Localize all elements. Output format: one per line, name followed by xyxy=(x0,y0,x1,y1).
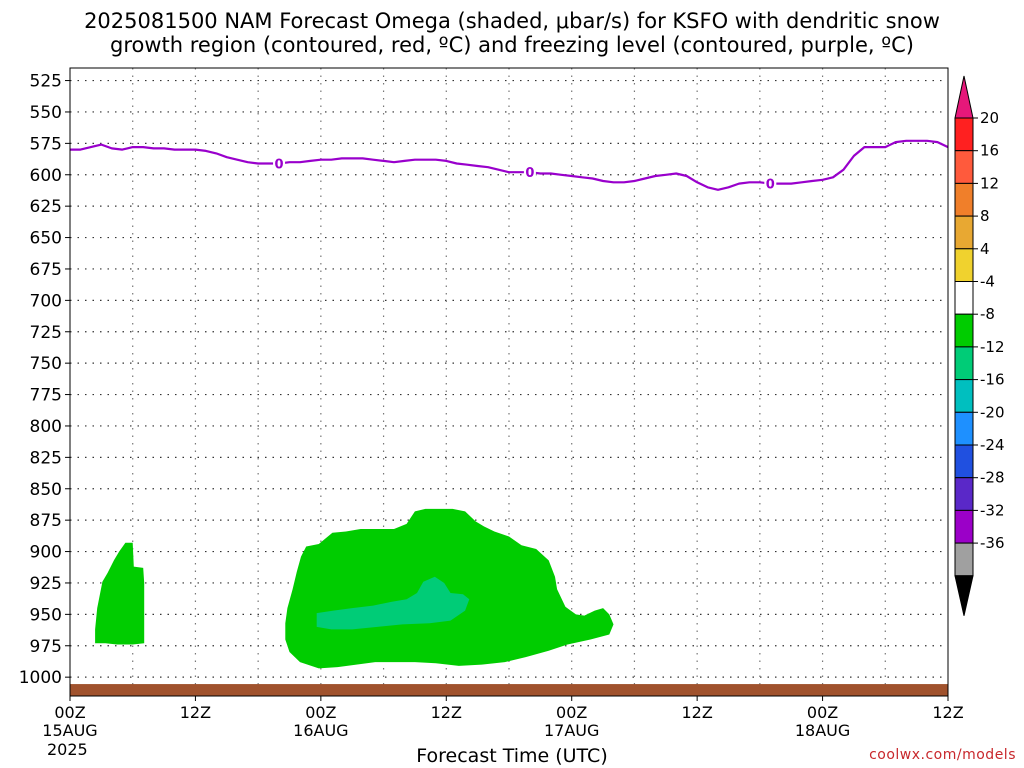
x-tick-label: 12Z xyxy=(681,703,712,722)
colorbar-segment xyxy=(954,215,974,250)
colorbar-segment xyxy=(954,117,974,152)
freezing-level-contour: 0 0 0 xyxy=(70,139,949,193)
contour-label-bg xyxy=(764,175,777,192)
chart-title-line-1: 2025081500 NAM Forecast Omega (shaded, μ… xyxy=(84,9,940,33)
y-axis: 525 550 575 600 625 650 675 700 725 750 775 800 825 8… xyxy=(19,72,70,688)
colorbar-segment xyxy=(954,411,974,446)
x-tick-label: 00Z xyxy=(54,703,85,722)
x-tick-label: 12Z xyxy=(180,703,211,722)
ground-fill xyxy=(70,684,948,696)
credit-text: coolwx.com/models xyxy=(869,747,1016,763)
omega-shading xyxy=(95,508,614,669)
colorbar-label: 20 xyxy=(980,109,999,127)
omega-region xyxy=(316,576,470,630)
colorbar-segment xyxy=(954,281,974,315)
colorbar-segment xyxy=(954,379,974,413)
y-tick-label: 825 xyxy=(30,448,62,468)
x-tick-year: 2025 xyxy=(47,740,88,759)
colorbar-segment xyxy=(954,477,974,511)
colorbar-segment xyxy=(954,248,974,283)
colorbar-segment xyxy=(954,182,974,217)
omega-region xyxy=(285,508,614,669)
contour-label: 0 xyxy=(525,166,534,181)
y-tick-label: 725 xyxy=(30,323,62,343)
y-tick-label: 850 xyxy=(30,480,62,500)
y-tick-label: 600 xyxy=(30,166,62,186)
y-tick-label: 750 xyxy=(30,354,62,374)
y-tick-label: 925 xyxy=(30,574,62,594)
colorbar-label: -28 xyxy=(980,469,1005,487)
contour-label-bg xyxy=(273,155,286,172)
colorbar-label: -8 xyxy=(980,305,995,323)
x-tick-label: 12Z xyxy=(431,703,462,722)
contour-label: 0 xyxy=(275,157,284,172)
y-tick-label: 675 xyxy=(30,260,62,280)
y-tick-label: 775 xyxy=(30,386,62,406)
colorbar-label: -20 xyxy=(980,403,1005,421)
colorbar-label: -12 xyxy=(980,338,1005,356)
y-tick-label: 700 xyxy=(30,291,62,311)
colorbar-label: -36 xyxy=(980,534,1005,552)
x-tick-label: 00Z xyxy=(556,703,587,722)
colorbar-label: 8 xyxy=(980,207,990,225)
x-tick-date: 18AUG xyxy=(795,721,850,740)
colorbar-segment xyxy=(954,346,974,381)
y-tick-label: 550 xyxy=(30,103,62,123)
colorbar-label: -24 xyxy=(980,436,1005,454)
contour-label: 0 xyxy=(766,178,775,193)
y-tick-label: 875 xyxy=(30,511,62,531)
colorbar-segment xyxy=(954,542,974,577)
freezing-level-line xyxy=(70,139,949,191)
y-tick-label: 975 xyxy=(30,637,62,657)
y-tick-label: 1000 xyxy=(19,668,62,688)
colorbar-label: -4 xyxy=(980,273,995,291)
colorbar-bottom-arrow xyxy=(954,575,974,616)
chart-title-line-2: growth region (contoured, red, ºC) and f… xyxy=(110,33,914,57)
x-tick-date: 17AUG xyxy=(544,721,599,740)
colorbar-segment xyxy=(954,509,974,544)
contour-label-bg xyxy=(523,164,536,181)
x-tick-label: 00Z xyxy=(305,703,336,722)
plot-frame xyxy=(69,67,949,697)
y-tick-label: 950 xyxy=(30,605,62,625)
ground-band xyxy=(70,684,948,696)
x-tick-date: 16AUG xyxy=(293,721,348,740)
x-tick-label: 12Z xyxy=(932,703,963,722)
colorbar-label: 12 xyxy=(980,174,999,192)
y-tick-label: 625 xyxy=(30,197,62,217)
omega-region xyxy=(95,542,145,645)
y-tick-label: 525 xyxy=(30,72,62,92)
y-tick-label: 900 xyxy=(30,543,62,563)
colorbar-label: -32 xyxy=(980,501,1005,519)
colorbar-segment xyxy=(954,313,974,348)
colorbar-label: -16 xyxy=(980,371,1005,389)
colorbar-top-arrow xyxy=(954,75,974,119)
x-tick-label: 00Z xyxy=(807,703,838,722)
colorbar-segment xyxy=(954,150,974,184)
x-tick-date: 15AUG xyxy=(42,721,97,740)
colorbar-segment xyxy=(954,444,974,479)
colorbar-label: 16 xyxy=(980,142,999,160)
y-tick-label: 800 xyxy=(30,417,62,437)
colorbar: 20 16 12 8 4 -4 -8 -12 -16 -20 -24 -28 -32 -36 xyxy=(954,75,1005,616)
colorbar-label: 4 xyxy=(980,240,990,258)
y-tick-label: 575 xyxy=(30,134,62,154)
y-tick-label: 650 xyxy=(30,229,62,249)
x-axis-title: Forecast Time (UTC) xyxy=(416,745,608,767)
